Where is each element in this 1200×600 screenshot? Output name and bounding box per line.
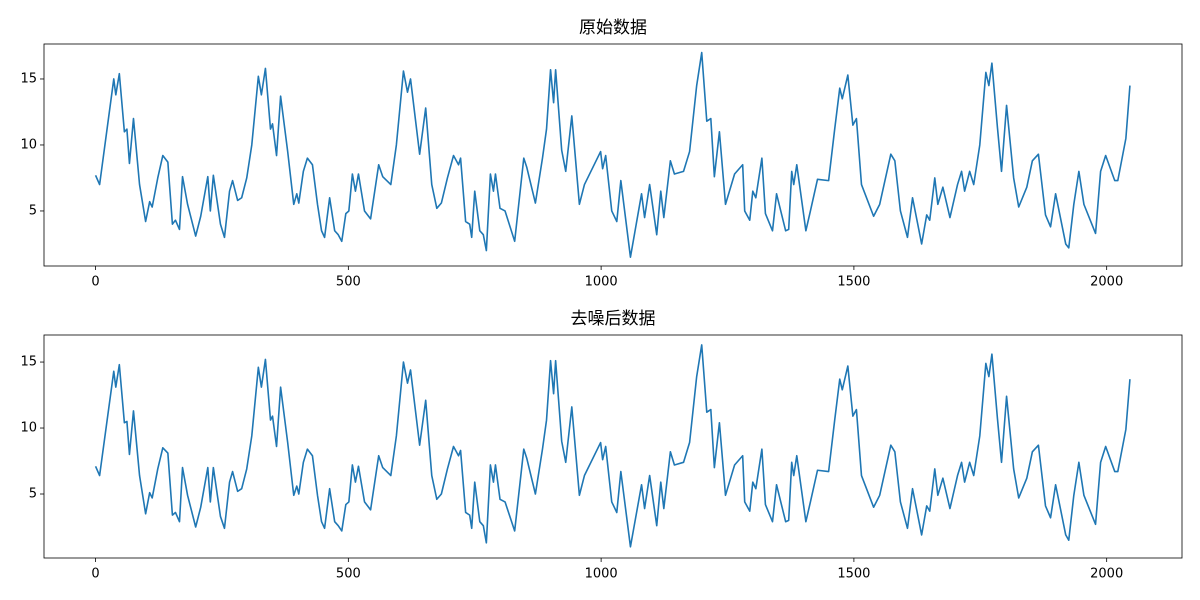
plot-frame xyxy=(43,334,1183,559)
x-tick-label: 2000 xyxy=(1090,275,1123,290)
data-line xyxy=(94,344,1131,548)
x-tick-label: 1000 xyxy=(585,275,618,290)
chart-title: 原始数据 xyxy=(579,18,647,38)
x-tick-label: 500 xyxy=(336,567,361,582)
data-line xyxy=(94,51,1131,258)
y-tick-label: 10 xyxy=(20,137,37,152)
x-tick-label: 1500 xyxy=(837,275,870,290)
y-tick-label: 15 xyxy=(20,355,37,370)
x-tick-label: 1500 xyxy=(837,567,870,582)
y-tick-label: 10 xyxy=(20,421,37,436)
x-tick-label: 500 xyxy=(336,275,361,290)
x-tick-label: 1000 xyxy=(585,567,618,582)
x-tick-label: 0 xyxy=(91,567,99,582)
y-tick-label: 5 xyxy=(29,487,37,502)
x-tick-label: 0 xyxy=(91,275,99,290)
y-tick-label: 5 xyxy=(29,203,37,218)
plot-frame xyxy=(43,43,1183,267)
x-tick-label: 2000 xyxy=(1090,567,1123,582)
y-tick-label: 15 xyxy=(20,71,37,86)
chart-title: 去噪后数据 xyxy=(571,309,656,329)
